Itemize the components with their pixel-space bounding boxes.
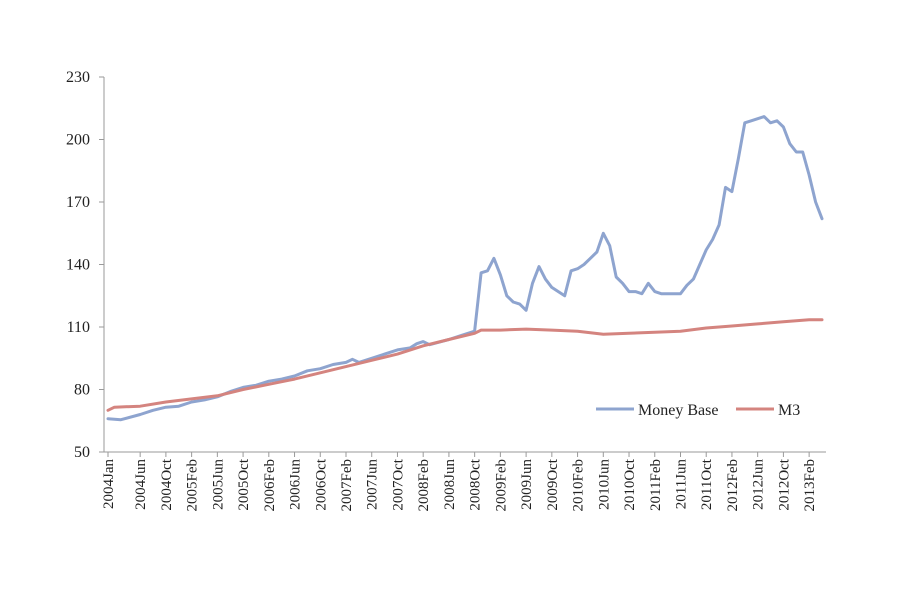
x-tick-label: 2013Feb <box>802 459 818 512</box>
x-tick-label: 2010Jun <box>596 459 612 510</box>
series-lines <box>106 115 824 422</box>
x-tick-label: 2008Feb <box>416 459 432 512</box>
x-tick-label: 2011Feb <box>648 459 664 511</box>
legend: Money Base M3 <box>596 402 800 419</box>
x-tick-label: 2008Oct <box>468 458 484 510</box>
y-tick-label: 140 <box>66 257 90 274</box>
x-tick-label: 2004Jan <box>101 459 117 509</box>
x-tick-label: 2006Feb <box>262 459 278 512</box>
x-tick-label: 2010Oct <box>622 458 638 510</box>
series-line-m3 <box>106 318 824 412</box>
series-line-money-base <box>106 115 824 422</box>
x-tick-label: 2005Jun <box>210 459 226 510</box>
x-tick-label: 2007Jun <box>365 459 381 510</box>
x-tick-label: 2011Oct <box>699 458 715 510</box>
x-tick-label: 2008Jun <box>442 459 458 510</box>
y-tick-label: 170 <box>66 194 90 211</box>
x-tick-label: 2007Feb <box>339 459 355 512</box>
x-tick-label: 2010Feb <box>571 459 587 512</box>
y-tick-label: 110 <box>67 319 90 336</box>
y-axis: 50 80 110 140 170 200 230 <box>66 69 105 461</box>
y-tick-label: 230 <box>66 69 90 86</box>
x-tick-label: 2009Feb <box>493 459 509 512</box>
x-axis: 2004Jan 2004Jun 2004Oct 2005Feb 2005Jun 2005O… <box>101 451 826 512</box>
x-tick-label: 2005Feb <box>185 459 201 512</box>
x-tick-label: 2006Jun <box>288 459 304 510</box>
x-tick-label: 2012Feb <box>725 459 741 512</box>
x-tick-label: 2005Oct <box>236 458 252 510</box>
y-tick-label: 50 <box>74 444 90 461</box>
legend-label: Money Base <box>638 402 718 419</box>
x-tick-label: 2004Jun <box>133 459 149 510</box>
x-tick-label: 2011Jun <box>673 459 689 510</box>
x-tick-label: 2004Oct <box>159 458 175 510</box>
x-tick-label: 2007Oct <box>390 458 406 510</box>
x-tick-label: 2006Oct <box>313 458 329 510</box>
legend-label: M3 <box>778 402 800 419</box>
x-tick-label: 2009Oct <box>545 458 561 510</box>
y-tick-label: 80 <box>74 382 90 399</box>
x-tick-label: 2009Jun <box>519 459 535 510</box>
x-tick-label: 2012Jun <box>751 459 767 510</box>
x-tick-label: 2012Oct <box>776 458 792 510</box>
y-tick-label: 200 <box>66 132 90 149</box>
